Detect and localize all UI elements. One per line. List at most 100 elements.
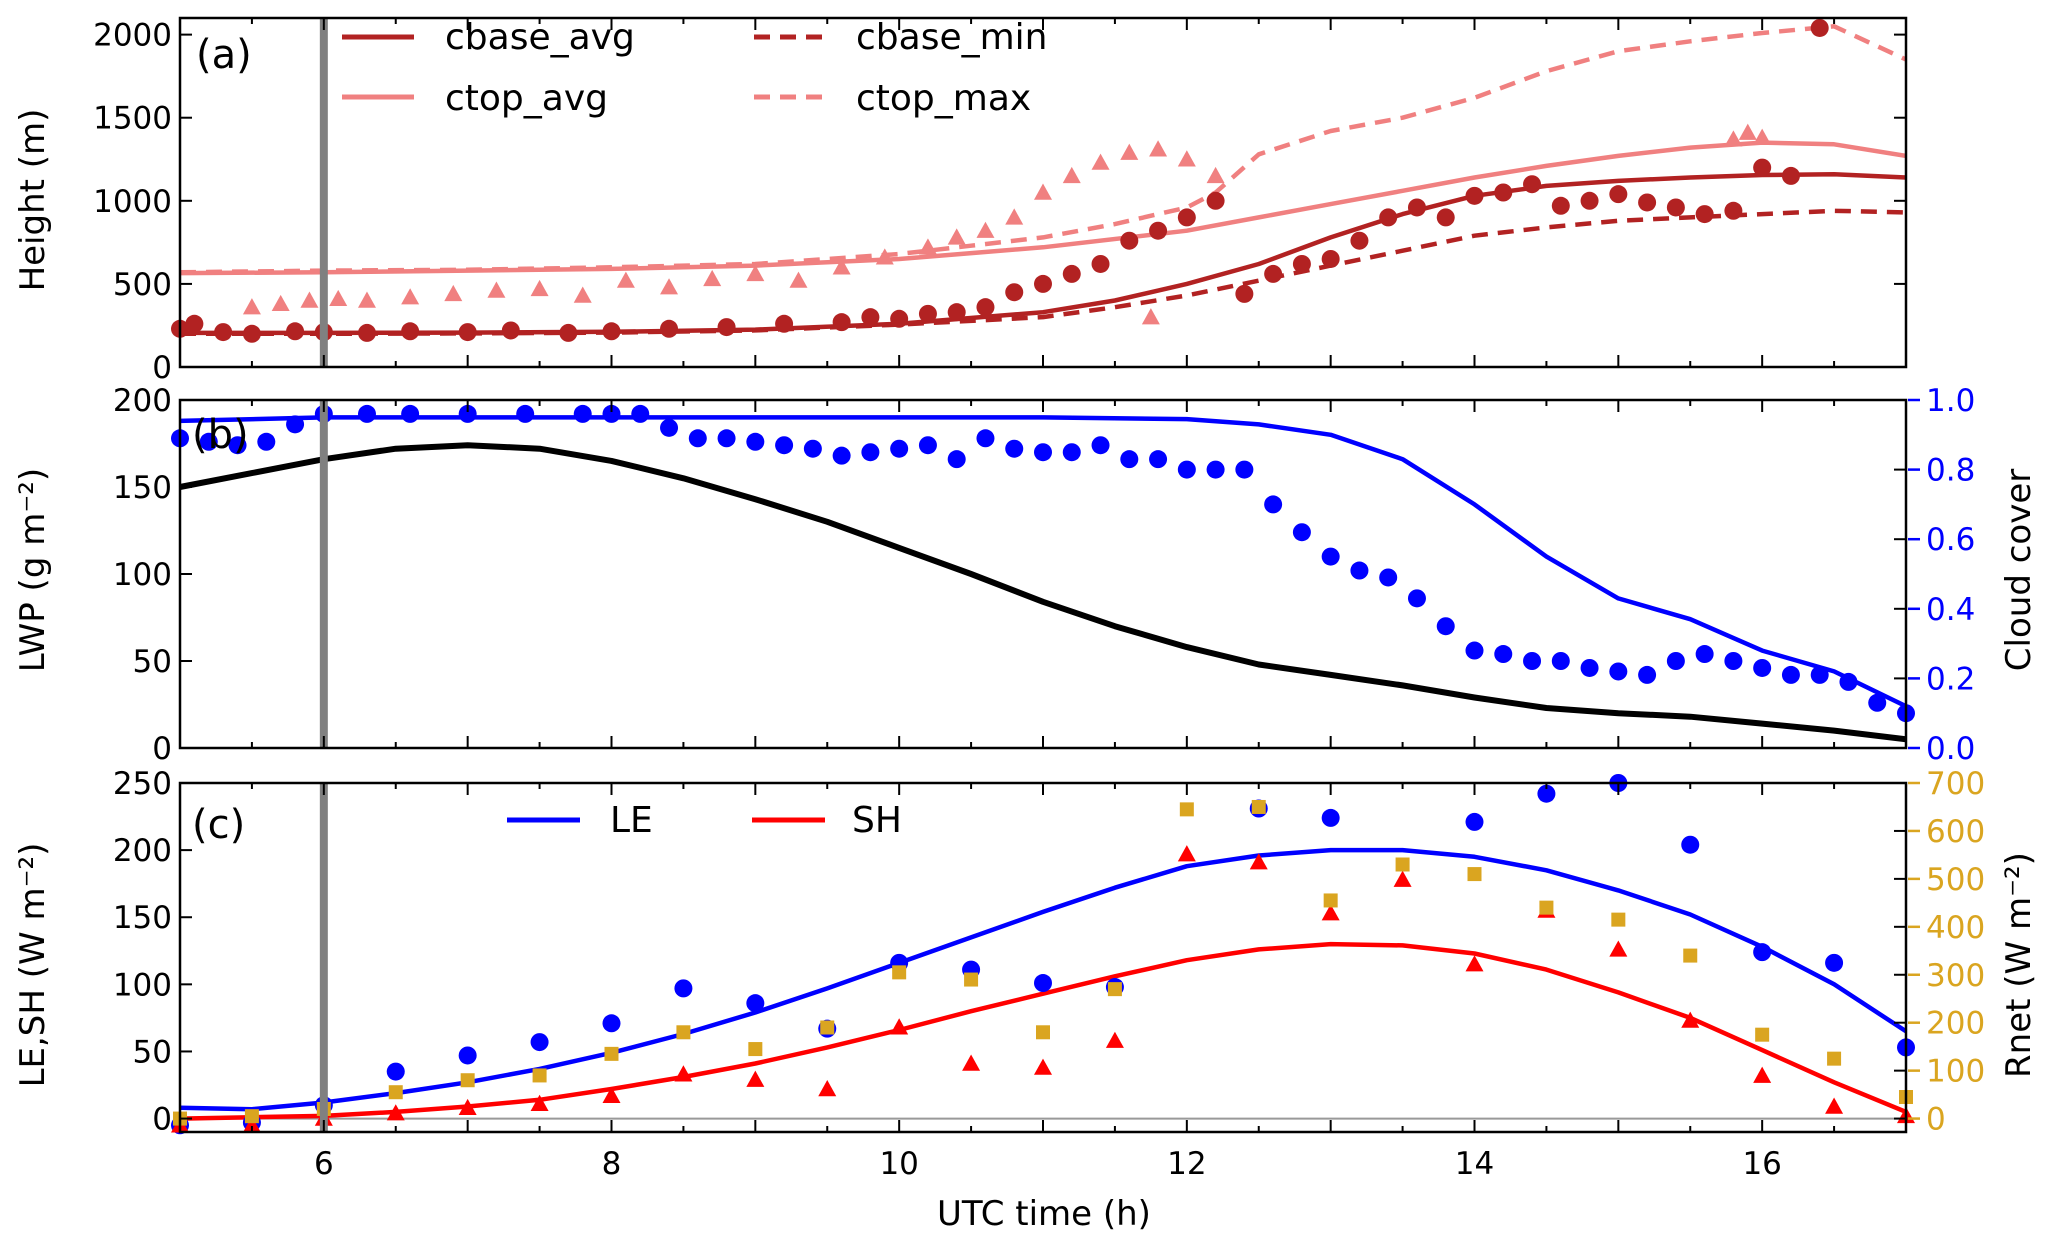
series-cbase-obs-point bbox=[1120, 231, 1139, 250]
series-cbase-obs-point bbox=[1379, 208, 1398, 227]
series-ctop-obs-point bbox=[832, 258, 851, 275]
series-ctop-obs-point bbox=[530, 279, 549, 297]
series-cloud-cover-obs-point bbox=[861, 443, 880, 462]
series-cloud-cover-obs-point bbox=[1005, 439, 1024, 458]
x-tick-label: 16 bbox=[1742, 1146, 1781, 1182]
legend-label-sh: SH bbox=[852, 800, 902, 841]
series-sh-obs-point bbox=[1825, 1097, 1844, 1114]
series-cbase-obs-point bbox=[717, 318, 736, 337]
panel-a-legend: cbase_avg cbase_min ctop_avg ctop_max bbox=[342, 17, 1048, 119]
series-cloud-cover-obs-point bbox=[746, 432, 765, 451]
series-cbase-obs-point bbox=[1695, 205, 1714, 224]
right-y-tick-label: 0.4 bbox=[1926, 592, 1975, 628]
y-tick-label: 150 bbox=[113, 900, 172, 936]
series-cbase-obs-point bbox=[660, 319, 679, 338]
x-tick-label: 6 bbox=[314, 1146, 334, 1182]
series-rnet-obs-point bbox=[1251, 799, 1266, 814]
panel-a-y-axis-title: Height (m) bbox=[13, 109, 53, 292]
panel-c-label: (c) bbox=[192, 802, 245, 848]
series-cloud-cover-obs-point bbox=[1436, 617, 1455, 636]
series-cloud-cover-obs-point bbox=[832, 446, 851, 465]
right-y-tick-label: 100 bbox=[1926, 1054, 1985, 1090]
series-sh-obs-point bbox=[1177, 845, 1196, 862]
series-sh-obs-point bbox=[1034, 1058, 1052, 1075]
series-ctop-obs-point bbox=[875, 248, 894, 265]
series-sh-obs-point bbox=[458, 1098, 477, 1116]
series-sh-obs-point bbox=[1321, 904, 1340, 921]
series-rnet-obs-point bbox=[676, 1025, 691, 1040]
y-tick-label: 100 bbox=[113, 557, 172, 593]
series-rnet-obs-point bbox=[1323, 893, 1338, 908]
series-cbase-obs-point bbox=[401, 322, 420, 341]
panel-b-axes: 0 50 100 150 200 0.0 0.2 0.4 0.6 0.8 1.0 bbox=[113, 383, 1975, 767]
series-cloud-cover-obs-point bbox=[1638, 665, 1657, 684]
series-le-obs-point bbox=[530, 1033, 549, 1052]
series-le-obs-point bbox=[1034, 974, 1052, 993]
series-cloud-cover-obs-point bbox=[199, 432, 218, 451]
series-ctop-avg-line bbox=[179, 140, 1907, 276]
series-ctop-obs-point bbox=[357, 291, 376, 308]
x-tick-label: 14 bbox=[1455, 1146, 1494, 1182]
series-sh-obs-point bbox=[818, 1080, 837, 1097]
series-cbase-obs-point bbox=[1638, 193, 1657, 212]
series-cbase-obs-point bbox=[976, 298, 995, 317]
series-ctop-obs-point bbox=[329, 289, 348, 307]
series-cloud-cover-obs-point bbox=[1580, 658, 1599, 677]
series-cloud-cover-obs-point bbox=[257, 432, 276, 451]
series-cloud-cover-obs-point bbox=[631, 404, 650, 423]
right-y-tick-label: 700 bbox=[1926, 766, 1985, 802]
y-tick-label: 2000 bbox=[93, 18, 172, 54]
series-cbase-obs-point bbox=[1292, 254, 1311, 273]
series-ctop-obs-point bbox=[1738, 123, 1757, 140]
series-cbase-obs-point bbox=[1264, 264, 1283, 283]
series-cloud-cover-obs-point bbox=[573, 404, 592, 423]
legend-label-ctop-avg: ctop_avg bbox=[445, 78, 608, 119]
y-tick-label: 50 bbox=[133, 1034, 172, 1070]
series-cloud-cover-obs-point bbox=[458, 404, 477, 423]
series-cbase-obs-point bbox=[1781, 166, 1800, 185]
panel-a-plot-area bbox=[171, 18, 1907, 367]
panel-a-label: (a) bbox=[196, 32, 252, 78]
series-cloud-cover-obs-point bbox=[1810, 665, 1829, 684]
series-sh-obs-point bbox=[242, 1116, 261, 1133]
series-sh-obs-point bbox=[1249, 853, 1268, 870]
right-y-tick-label: 0 bbox=[1926, 1102, 1946, 1138]
series-rnet-obs-point bbox=[1395, 857, 1410, 872]
series-cbase-obs-point bbox=[1724, 201, 1743, 220]
series-rnet-obs-point bbox=[1827, 1051, 1842, 1066]
series-cloud-cover-obs-point bbox=[1120, 450, 1139, 469]
series-ctop-obs-point bbox=[444, 284, 463, 302]
panel-b-right-axis-title: Cloud cover bbox=[1999, 469, 2039, 671]
series-ctop-obs-point bbox=[746, 264, 765, 282]
series-cloud-cover-obs-point bbox=[1868, 693, 1887, 712]
series-cbase-obs-point bbox=[1005, 283, 1024, 302]
series-cloud-cover-obs-point bbox=[1292, 523, 1311, 542]
series-cbase-obs-point bbox=[1034, 274, 1052, 293]
series-lwp-line bbox=[179, 442, 1907, 743]
series-le-obs-point bbox=[386, 1062, 405, 1081]
series-ctop-obs-point bbox=[242, 298, 261, 315]
x-tick-label: 10 bbox=[879, 1146, 918, 1182]
series-le-obs-point bbox=[746, 994, 765, 1013]
right-y-tick-label: 0.8 bbox=[1926, 453, 1975, 489]
series-rnet-obs-point bbox=[820, 1020, 835, 1035]
series-cloud-cover-obs-point bbox=[1350, 561, 1369, 580]
series-cbase-obs-point bbox=[1091, 254, 1110, 273]
series-ctop-obs-point bbox=[1149, 140, 1168, 157]
series-ctop-obs-point bbox=[947, 228, 966, 245]
x-axis-title: UTC time (h) bbox=[937, 1194, 1151, 1234]
series-ctop-obs-point bbox=[703, 269, 722, 287]
series-sh-obs-point bbox=[674, 1065, 693, 1082]
y-tick-label: 100 bbox=[113, 967, 172, 1003]
series-cloud-cover-obs-point bbox=[1523, 652, 1542, 670]
y-tick-label: 500 bbox=[113, 267, 172, 303]
series-sh-obs-point bbox=[602, 1086, 621, 1103]
series-cloud-cover-obs-point bbox=[1235, 460, 1254, 479]
series-cloud-cover-obs-point bbox=[1379, 568, 1398, 587]
series-rnet-obs-point bbox=[1107, 982, 1122, 997]
series-cloud-cover-obs-point bbox=[1034, 443, 1052, 462]
series-cbase-obs-point bbox=[890, 309, 909, 328]
series-cbase-obs-point bbox=[1407, 198, 1426, 217]
series-cbase-obs-point bbox=[1810, 18, 1829, 37]
series-le-obs-point bbox=[1753, 943, 1772, 962]
